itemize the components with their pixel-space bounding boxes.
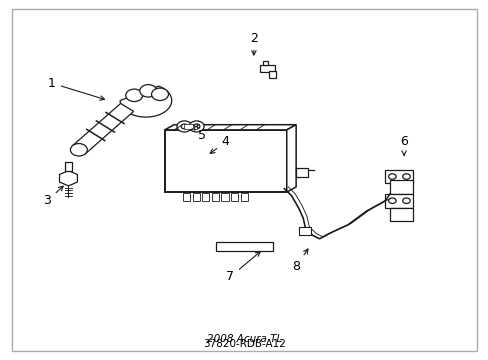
Text: 5: 5 [193,125,206,141]
Text: 2008 Acura TL: 2008 Acura TL [206,334,282,344]
Bar [202,193,209,201]
Text: 6: 6 [399,135,407,155]
Circle shape [140,85,156,97]
Circle shape [70,144,87,156]
Circle shape [388,198,395,203]
Bar [221,193,228,201]
Bar [211,193,219,201]
Polygon shape [120,86,171,117]
Polygon shape [164,125,296,130]
Circle shape [125,89,142,102]
Bar [389,180,413,194]
Bar [260,65,274,72]
Bar [263,61,267,65]
Bar [385,170,413,184]
Text: 37820-RDB-A12: 37820-RDB-A12 [203,339,285,349]
Text: 7: 7 [226,252,260,283]
Bar [184,124,196,129]
Circle shape [177,121,191,132]
Text: 8: 8 [291,249,307,273]
Bar [183,193,190,201]
Text: 4: 4 [210,135,229,153]
Bar [230,193,238,201]
Text: 3: 3 [43,186,63,207]
Bar [385,194,413,208]
Bar [164,130,286,192]
Polygon shape [60,171,77,186]
Text: 2: 2 [249,32,257,55]
Polygon shape [286,125,296,192]
Circle shape [402,174,409,179]
Bar [269,71,276,78]
Text: 1: 1 [48,77,104,100]
Bar [240,193,247,201]
Bar [216,242,272,251]
Circle shape [189,121,203,132]
Bar [298,227,310,235]
Circle shape [388,174,395,179]
Bar [296,168,307,176]
Circle shape [193,124,200,129]
Circle shape [402,198,409,203]
Bar [389,208,413,221]
Polygon shape [72,103,133,154]
Bar [64,162,72,171]
Bar [192,193,200,201]
Circle shape [151,88,168,100]
Circle shape [181,124,187,129]
